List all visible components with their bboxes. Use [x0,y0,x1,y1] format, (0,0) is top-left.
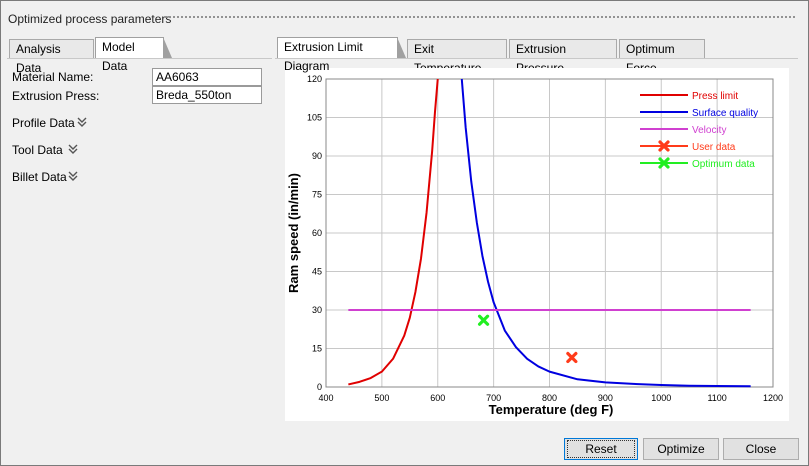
material-name-field[interactable]: AA6063 [152,68,262,86]
reset-button[interactable]: Reset [564,438,638,460]
x-tick-label: 1100 [707,393,726,403]
extrusion-press-label: Extrusion Press: [12,89,100,103]
double-chevron-down-icon[interactable] [67,143,79,155]
y-tick-label: 30 [312,305,322,315]
x-tick-label: 400 [318,393,333,403]
tab-label: Extrusion Limit Diagram [284,40,363,73]
plot-frame [325,78,774,388]
legend-marker [658,157,670,169]
optimize-button[interactable]: Optimize [643,438,719,460]
tab-optimum-force[interactable]: Optimum Force [619,39,705,75]
tab-label: Model Data [102,40,135,73]
extrusion-press-field[interactable]: Breda_550ton [152,86,262,104]
double-chevron-down-icon[interactable] [76,116,88,128]
legend-item-surface-quality: Surface quality [640,108,758,119]
chart-ticks: 400 500 600 700 800 900 1000 1100 1200 0 15 30 45 60 7… [307,74,783,403]
x-tick-label: 500 [374,393,389,403]
x-tick-label: 1000 [651,393,671,403]
drag-grip[interactable] [164,15,796,20]
tab-analysis-data[interactable]: Analysis Data [9,39,94,75]
x-tick-label: 900 [598,393,613,403]
y-tick-label: 105 [307,113,322,123]
press-limit-line [348,78,439,386]
legend-item-optimum-data: Optimum data [640,157,755,170]
x-tick-label: 700 [486,393,501,403]
user-data-marker [566,351,578,364]
y-tick-label: 15 [312,344,322,354]
material-name-label: Material Name: [12,70,94,84]
x-tick-label: 1200 [763,393,783,403]
left-tab-divider [7,58,272,59]
legend-item-press-limit: Press limit [640,91,738,102]
section-label: Profile Data [12,116,75,130]
tab-extrusion-limit-diagram[interactable]: Extrusion Limit Diagram [277,37,406,73]
y-tick-label: 75 [312,190,322,200]
tab-exit-temperature[interactable]: Exit Temperature [407,39,507,75]
y-tick-label: 120 [307,74,322,84]
section-label: Tool Data [12,143,63,157]
y-tick-label: 60 [312,228,322,238]
x-tick-label: 600 [430,393,445,403]
legend-label: Optimum data [692,159,755,170]
right-tab-divider [275,58,798,59]
y-tick-label: 45 [312,267,322,277]
legend-label: Velocity [692,125,726,136]
title-bar[interactable]: Optimized process parameters [1,1,808,31]
optimum-data-marker [477,314,490,326]
legend-label: User data [692,142,736,153]
chart-area: 400 500 600 700 800 900 1000 1100 1200 0 15 30 45 60 7… [285,68,789,421]
y-tick-label: 0 [317,382,322,392]
extrusion-press-value: Breda_550ton [156,88,232,102]
legend-label: Press limit [692,91,738,102]
legend-item-user-data: User data [640,140,736,153]
surface-quality-line [460,78,751,388]
window-title: Optimized process parameters [8,12,172,26]
reset-label: Reset [567,440,635,458]
tab-model-data[interactable]: Model Data [95,37,172,73]
optimize-label: Optimize [657,442,705,456]
chart-legend: Press limit Surface quality Velocity User d… [640,91,758,170]
close-label: Close [745,442,777,456]
section-label: Billet Data [12,170,67,184]
extrusion-limit-chart: 400 500 600 700 800 900 1000 1100 1200 0 15 30 45 60 7… [286,74,783,417]
legend-marker [658,140,670,152]
y-tick-label: 90 [312,151,322,161]
legend-label: Surface quality [692,108,758,119]
x-tick-label: 800 [542,393,557,403]
tab-extrusion-pressure[interactable]: Extrusion Pressure [509,39,617,75]
y-axis-label: Ram speed (in/min) [286,173,301,293]
material-name-value: AA6063 [156,70,199,84]
tab-label: Analysis Data [16,42,61,75]
double-chevron-down-icon[interactable] [67,170,79,182]
x-axis-label: Temperature (deg F) [489,402,614,417]
close-button[interactable]: Close [723,438,799,460]
legend-item-velocity: Velocity [640,125,726,136]
chart-series [348,78,751,388]
